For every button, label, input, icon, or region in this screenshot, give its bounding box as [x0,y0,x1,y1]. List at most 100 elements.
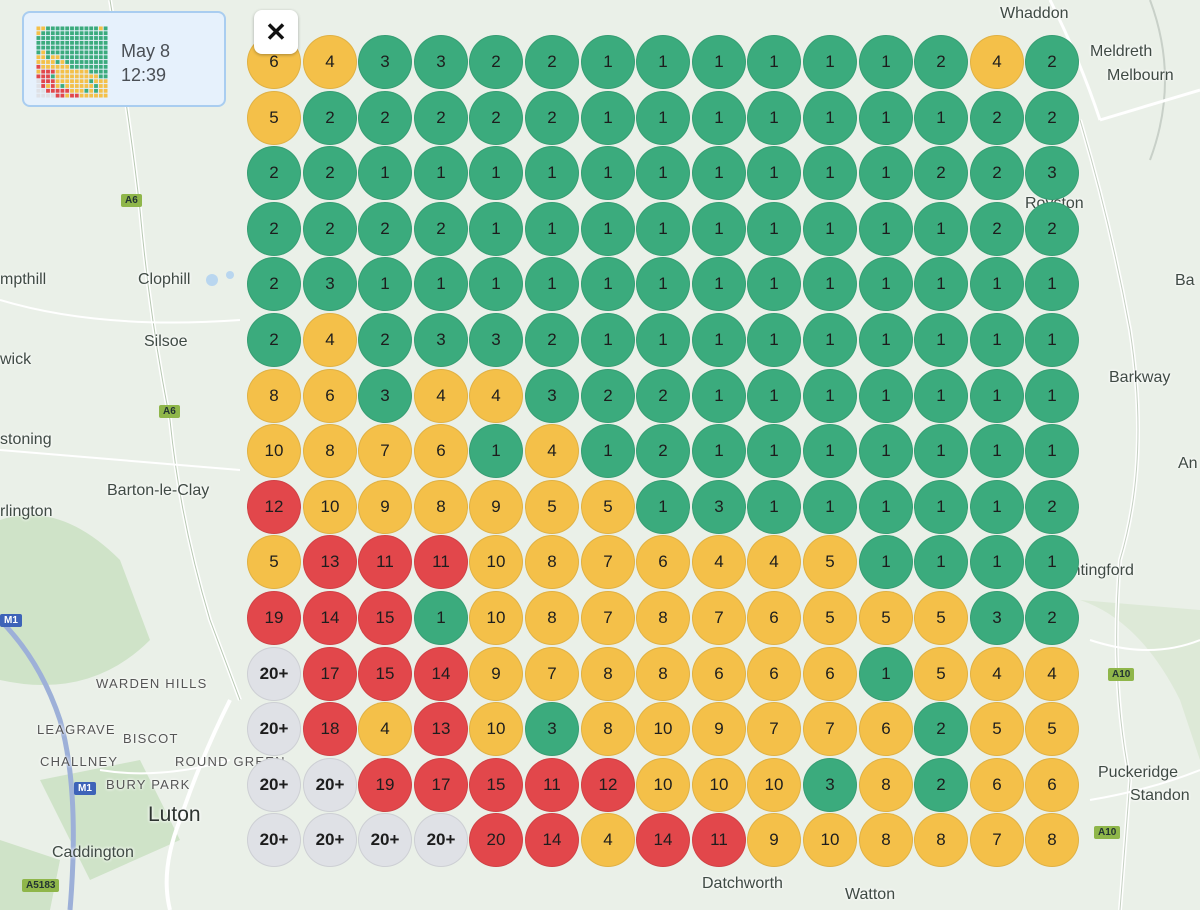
availability-cell[interactable]: 1 [747,369,801,423]
availability-cell[interactable]: 14 [303,591,357,645]
availability-cell[interactable]: 17 [303,647,357,701]
availability-cell[interactable]: 2 [1025,91,1079,145]
availability-cell[interactable]: 1 [581,313,635,367]
availability-cell[interactable]: 1 [803,369,857,423]
availability-cell[interactable]: 2 [414,202,468,256]
availability-cell[interactable]: 1 [859,257,913,311]
availability-cell[interactable]: 1 [859,535,913,589]
availability-cell[interactable]: 13 [303,535,357,589]
availability-cell[interactable]: 17 [414,758,468,812]
availability-cell[interactable]: 8 [914,813,968,867]
availability-cell[interactable]: 1 [859,35,913,89]
availability-cell[interactable]: 2 [636,424,690,478]
availability-cell[interactable]: 1 [469,257,523,311]
availability-cell[interactable]: 2 [247,257,301,311]
availability-cell[interactable]: 6 [747,647,801,701]
availability-cell[interactable]: 1 [859,647,913,701]
availability-cell[interactable]: 8 [247,369,301,423]
availability-cell[interactable]: 1 [970,480,1024,534]
availability-cell[interactable]: 2 [914,35,968,89]
availability-cell[interactable]: 5 [803,535,857,589]
availability-cell[interactable]: 7 [581,591,635,645]
availability-cell[interactable]: 1 [803,313,857,367]
availability-cell[interactable]: 19 [358,758,412,812]
availability-cell[interactable]: 12 [581,758,635,812]
availability-cell[interactable]: 10 [747,758,801,812]
availability-cell[interactable]: 6 [859,702,913,756]
availability-cell[interactable]: 12 [247,480,301,534]
availability-cell[interactable]: 1 [692,91,746,145]
availability-cell[interactable]: 2 [247,313,301,367]
availability-cell[interactable]: 1 [859,480,913,534]
availability-cell[interactable]: 10 [303,480,357,534]
availability-cell[interactable]: 15 [358,591,412,645]
availability-cell[interactable]: 9 [692,702,746,756]
availability-cell[interactable]: 10 [469,591,523,645]
availability-cell[interactable]: 5 [859,591,913,645]
availability-cell[interactable]: 6 [414,424,468,478]
availability-cell[interactable]: 1 [636,313,690,367]
availability-cell[interactable]: 1 [525,257,579,311]
availability-cell[interactable]: 7 [525,647,579,701]
availability-cell[interactable]: 3 [358,35,412,89]
availability-cell[interactable]: 3 [1025,146,1079,200]
availability-cell[interactable]: 20+ [247,702,301,756]
availability-cell[interactable]: 1 [970,369,1024,423]
availability-cell[interactable]: 1 [636,35,690,89]
availability-cell[interactable]: 6 [636,535,690,589]
availability-cell[interactable]: 8 [303,424,357,478]
availability-cell[interactable]: 1 [803,480,857,534]
availability-cell[interactable]: 3 [303,257,357,311]
availability-cell[interactable]: 2 [358,202,412,256]
availability-cell[interactable]: 1 [636,480,690,534]
availability-cell[interactable]: 3 [692,480,746,534]
availability-cell[interactable]: 1 [803,202,857,256]
availability-cell[interactable]: 4 [303,35,357,89]
availability-cell[interactable]: 15 [358,647,412,701]
availability-cell[interactable]: 8 [525,535,579,589]
availability-cell[interactable]: 2 [970,202,1024,256]
availability-cell[interactable]: 1 [692,146,746,200]
availability-cell[interactable]: 1 [636,257,690,311]
availability-cell[interactable]: 1 [692,313,746,367]
availability-cell[interactable]: 2 [581,369,635,423]
availability-cell[interactable]: 1 [525,202,579,256]
availability-cell[interactable]: 1 [1025,369,1079,423]
availability-cell[interactable]: 5 [970,702,1024,756]
availability-cell[interactable]: 6 [747,591,801,645]
availability-cell[interactable]: 10 [247,424,301,478]
availability-cell[interactable]: 1 [581,202,635,256]
availability-cell[interactable]: 1 [414,257,468,311]
availability-cell[interactable]: 6 [1025,758,1079,812]
availability-cell[interactable]: 11 [525,758,579,812]
availability-cell[interactable]: 1 [803,424,857,478]
availability-cell[interactable]: 2 [525,91,579,145]
availability-cell[interactable]: 1 [803,35,857,89]
availability-cell[interactable]: 2 [1025,35,1079,89]
availability-cell[interactable]: 1 [581,91,635,145]
availability-cell[interactable]: 1 [803,91,857,145]
availability-cell[interactable]: 2 [1025,480,1079,534]
availability-cell[interactable]: 1 [970,257,1024,311]
availability-cell[interactable]: 1 [970,535,1024,589]
availability-cell[interactable]: 4 [358,702,412,756]
availability-cell[interactable]: 8 [581,647,635,701]
availability-cell[interactable]: 2 [636,369,690,423]
availability-cell[interactable]: 8 [636,591,690,645]
availability-cell[interactable]: 7 [747,702,801,756]
availability-cell[interactable]: 1 [914,202,968,256]
availability-cell[interactable]: 9 [358,480,412,534]
availability-cell[interactable]: 1 [914,369,968,423]
availability-cell[interactable]: 4 [525,424,579,478]
availability-cell[interactable]: 1 [803,257,857,311]
availability-cell[interactable]: 1 [747,257,801,311]
availability-cell[interactable]: 8 [414,480,468,534]
availability-cell[interactable]: 1 [914,535,968,589]
availability-cell[interactable]: 1 [970,424,1024,478]
availability-cell[interactable]: 4 [970,35,1024,89]
availability-cell[interactable]: 8 [859,813,913,867]
availability-cell[interactable]: 9 [469,480,523,534]
availability-cell[interactable]: 4 [970,647,1024,701]
availability-cell[interactable]: 6 [692,647,746,701]
availability-cell[interactable]: 4 [414,369,468,423]
